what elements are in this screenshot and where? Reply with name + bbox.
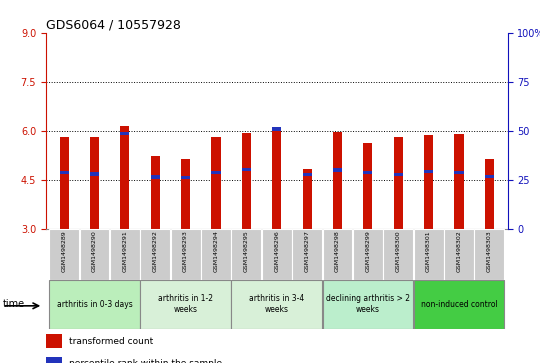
Bar xyxy=(110,229,140,280)
Bar xyxy=(262,229,292,280)
Bar xyxy=(394,137,403,229)
Bar xyxy=(414,229,443,280)
Bar xyxy=(333,132,342,229)
Text: transformed count: transformed count xyxy=(69,337,153,346)
Bar xyxy=(353,229,383,280)
Text: GSM1498293: GSM1498293 xyxy=(183,230,188,272)
Text: GDS6064 / 10557928: GDS6064 / 10557928 xyxy=(46,19,181,32)
Bar xyxy=(79,229,110,280)
Text: arthritis in 3-4
weeks: arthritis in 3-4 weeks xyxy=(249,294,305,314)
Bar xyxy=(181,176,190,179)
Bar xyxy=(120,126,130,229)
Bar xyxy=(383,229,413,280)
Bar xyxy=(46,334,62,348)
Text: GSM1498290: GSM1498290 xyxy=(92,230,97,272)
Bar xyxy=(292,229,322,280)
Bar xyxy=(140,280,231,329)
Text: GSM1498296: GSM1498296 xyxy=(274,230,279,272)
Bar xyxy=(302,173,312,176)
Text: time: time xyxy=(3,299,25,309)
Bar xyxy=(272,127,281,229)
Text: GSM1498302: GSM1498302 xyxy=(456,230,462,272)
Bar xyxy=(322,229,353,280)
Bar xyxy=(49,229,79,280)
Bar xyxy=(181,159,190,229)
Text: GSM1498295: GSM1498295 xyxy=(244,230,249,272)
Text: GSM1498291: GSM1498291 xyxy=(123,230,127,272)
Bar xyxy=(151,156,160,229)
Bar xyxy=(424,170,433,173)
Bar xyxy=(475,229,504,280)
Bar xyxy=(363,143,373,229)
Text: GSM1498300: GSM1498300 xyxy=(396,230,401,272)
Text: GSM1498292: GSM1498292 xyxy=(153,230,158,272)
Bar xyxy=(394,173,403,176)
Bar xyxy=(140,229,170,280)
Bar xyxy=(302,169,312,229)
Bar xyxy=(485,159,494,229)
Bar xyxy=(333,168,342,172)
Text: GSM1498303: GSM1498303 xyxy=(487,230,492,272)
Bar xyxy=(322,280,413,329)
Text: arthritis in 0-3 days: arthritis in 0-3 days xyxy=(57,299,132,309)
Bar xyxy=(171,229,200,280)
Bar xyxy=(444,229,474,280)
Bar xyxy=(455,171,463,174)
Bar xyxy=(424,135,433,229)
Bar xyxy=(485,175,494,178)
Bar xyxy=(212,171,220,174)
Text: non-induced control: non-induced control xyxy=(421,299,497,309)
Text: GSM1498294: GSM1498294 xyxy=(213,230,219,272)
Bar xyxy=(242,133,251,229)
Bar xyxy=(363,171,373,174)
Bar xyxy=(151,175,160,179)
Bar xyxy=(272,127,281,131)
Text: GSM1498299: GSM1498299 xyxy=(366,230,370,272)
Bar xyxy=(201,229,231,280)
Bar xyxy=(232,229,261,280)
Bar xyxy=(212,136,220,229)
Bar xyxy=(59,171,69,174)
Text: percentile rank within the sample: percentile rank within the sample xyxy=(69,359,222,363)
Text: GSM1498298: GSM1498298 xyxy=(335,230,340,272)
Bar xyxy=(46,357,62,363)
Bar xyxy=(90,172,99,176)
Text: GSM1498301: GSM1498301 xyxy=(426,230,431,272)
Text: GSM1498297: GSM1498297 xyxy=(305,230,309,272)
Bar xyxy=(59,136,69,229)
Bar xyxy=(242,168,251,171)
Bar xyxy=(49,280,140,329)
Bar xyxy=(120,132,130,135)
Bar xyxy=(455,134,463,229)
Text: arthritis in 1-2
weeks: arthritis in 1-2 weeks xyxy=(158,294,213,314)
Bar xyxy=(232,280,322,329)
Bar xyxy=(90,136,99,229)
Text: declining arthritis > 2
weeks: declining arthritis > 2 weeks xyxy=(326,294,410,314)
Text: GSM1498289: GSM1498289 xyxy=(62,230,66,272)
Bar xyxy=(414,280,504,329)
